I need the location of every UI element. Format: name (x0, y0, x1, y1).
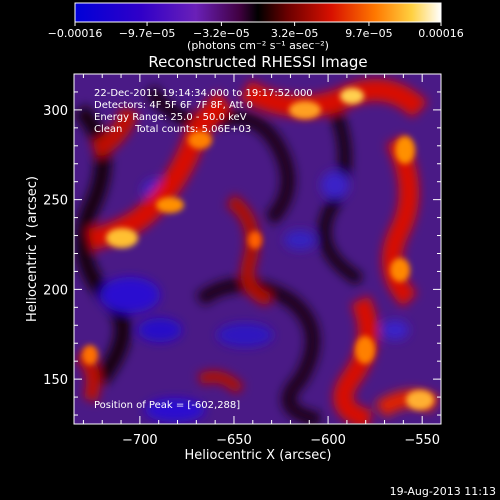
x-tick-label: −700 (122, 433, 158, 448)
annotation-time: 22-Dec-2011 19:14:34.000 to 19:17:52.000 (94, 88, 313, 99)
colorbar-tick-label: −3.2e−05 (193, 27, 250, 40)
y-tick-label: 250 (43, 194, 68, 209)
y-tick-labels: 150 200 250 300 (43, 104, 68, 388)
colorbar-tick-label: 3.2e−05 (271, 27, 318, 40)
colorbar-labels: −0.00016 −9.7e−05 −3.2e−05 3.2e−05 9.7e−05 0.… (48, 27, 464, 40)
annotation-energy: Energy Range: 25.0 - 50.0 keV (94, 112, 247, 123)
plot-frame (73, 73, 442, 425)
annotation-counts: Clean Total counts: 5.06E+03 (94, 124, 251, 135)
annotation-detectors: Detectors: 4F 5F 6F 7F 8F, Att 0 (94, 100, 253, 111)
colorbar-unit: (photons cm⁻² s⁻¹ asec⁻²) (187, 39, 329, 52)
y-tick-label: 150 (43, 373, 68, 388)
heatmap-image (74, 74, 441, 424)
x-tick-label: −550 (404, 433, 440, 448)
x-tick-labels: −700 −650 −600 −550 (122, 433, 440, 448)
x-axis-label: Heliocentric X (arcsec) (185, 448, 332, 463)
colorbar-tick-label: −0.00016 (48, 27, 103, 40)
x-axis-ticks (82, 74, 442, 424)
x-tick-label: −600 (310, 433, 346, 448)
y-axis-ticks (74, 73, 441, 416)
colorbar-ticks (74, 22, 442, 26)
y-axis-label: Heliocentric Y (arcsec) (25, 176, 40, 322)
footer-date: 19-Aug-2013 11:13 (390, 485, 496, 498)
y-tick-label: 200 (43, 283, 68, 298)
x-tick-label: −650 (216, 433, 252, 448)
y-tick-label: 300 (43, 104, 68, 119)
colorbar-tick-label: 0.00016 (418, 27, 464, 40)
peak-position-label: Position of Peak = [-602,288] (94, 400, 240, 411)
colorbar (74, 2, 442, 23)
chart-title: Reconstructed RHESSI Image (148, 53, 367, 71)
colorbar-tick-label: 9.7e−05 (345, 27, 392, 40)
colorbar-tick-label: −9.7e−05 (119, 27, 176, 40)
annotation-block: 22-Dec-2011 19:14:34.000 to 19:17:52.000… (94, 88, 313, 135)
